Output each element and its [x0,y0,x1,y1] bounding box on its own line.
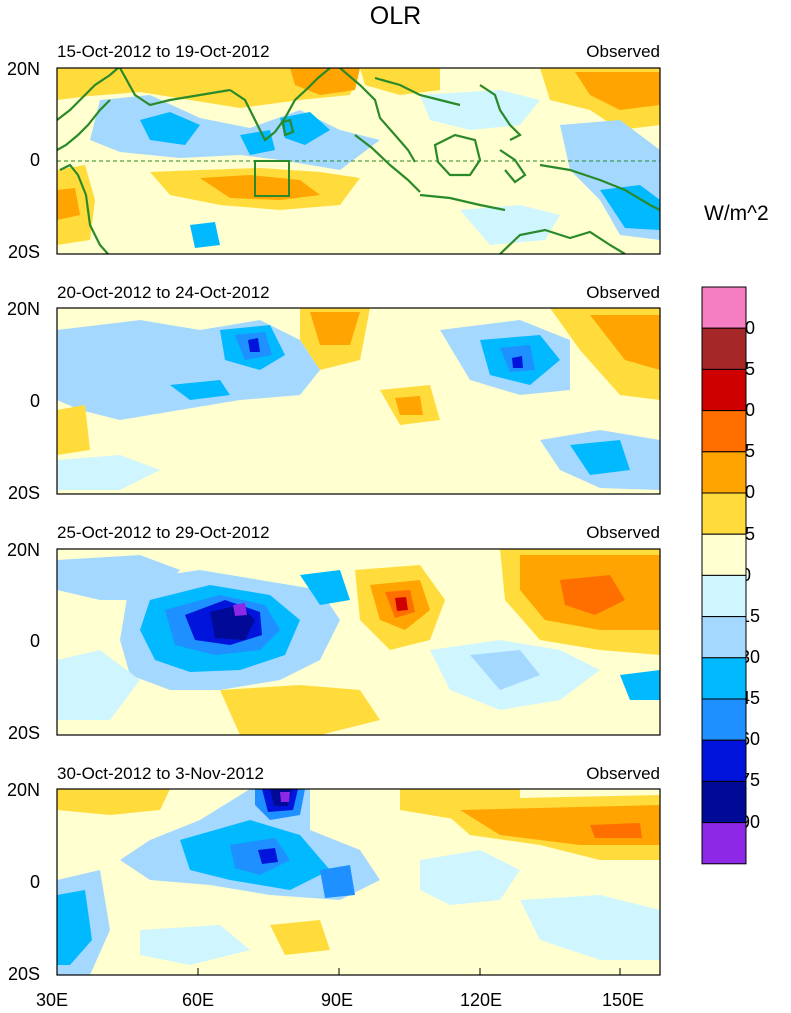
colorbar [701,286,747,865]
coastline [229,68,331,142]
colorbar-swatch [701,780,747,824]
coastline [354,134,421,193]
panel-1-frame [56,67,661,255]
coastline [433,133,482,177]
colorbar-swatch [701,739,747,782]
figure-title: OLR [369,2,422,30]
colorbar-swatch [701,657,747,700]
coastline [499,228,626,254]
coastline [339,68,416,163]
panel-4-source: Observed [586,764,660,783]
panel-4-frame [56,788,661,976]
panel-3-date: 25-Oct-2012 to 29-Oct-2012 [57,523,270,542]
lat-label-eq: 0 [29,391,40,411]
colorbar-swatch [701,616,747,659]
lat-label-20s: 20S [7,964,40,984]
lon-label-30e: 30E [36,990,69,1010]
lat-label-20s: 20S [7,723,40,743]
lat-label-eq: 0 [29,150,40,170]
panel-1-source: Observed [586,42,660,61]
lat-label-20n: 20N [6,780,40,800]
lat-label-20s: 20S [7,483,40,503]
panel-3-map [57,549,660,735]
colorbar-swatch [701,368,747,412]
colorbar-swatch [701,492,747,535]
panel-1-overlay [57,68,660,254]
colorbar-swatch [701,327,747,370]
coastline [419,193,506,212]
coastline [479,84,522,141]
lat-label-eq: 0 [29,631,40,651]
colorbar-swatch [701,698,747,741]
panel-4-date: 30-Oct-2012 to 3-Nov-2012 [57,764,264,783]
lon-label-150e: 150E [602,990,645,1010]
panel-2-date: 20-Oct-2012 to 24-Oct-2012 [57,283,270,302]
lon-label-60e: 60E [182,990,215,1010]
coastline [57,68,119,121]
coastline [374,76,461,107]
coastline [539,163,660,211]
coastline [59,163,109,254]
coastline [57,99,111,151]
colorbar-swatch [701,451,747,494]
colorbar-swatch [701,286,747,329]
lat-label-eq: 0 [29,872,40,892]
lat-label-20n: 20N [6,59,40,79]
coastline [119,68,231,107]
colorbar-swatch [701,533,747,576]
panel-2-map [57,308,660,494]
panel-2-frame [56,307,661,495]
lon-label-90e: 90E [321,990,354,1010]
colorbar-swatch [701,410,747,453]
panel-1-date: 15-Oct-2012 to 19-Oct-2012 [57,42,270,61]
colorbar-swatch [701,822,747,865]
coastline [281,118,295,137]
coastline-overlays [57,68,660,254]
study-region-box [254,160,290,197]
lat-label-20n: 20N [6,299,40,319]
panel-3-frame [56,548,661,736]
lat-label-20s: 20S [7,242,40,262]
lon-label-120e: 120E [460,990,503,1010]
panel-3-source: Observed [586,523,660,542]
coastline [499,149,527,184]
panel-4-map [57,789,660,975]
units-label: W/m^2 [704,202,769,225]
lat-label-20n: 20N [6,540,40,560]
panel-2-source: Observed [586,283,660,302]
colorbar-swatch [701,574,747,618]
